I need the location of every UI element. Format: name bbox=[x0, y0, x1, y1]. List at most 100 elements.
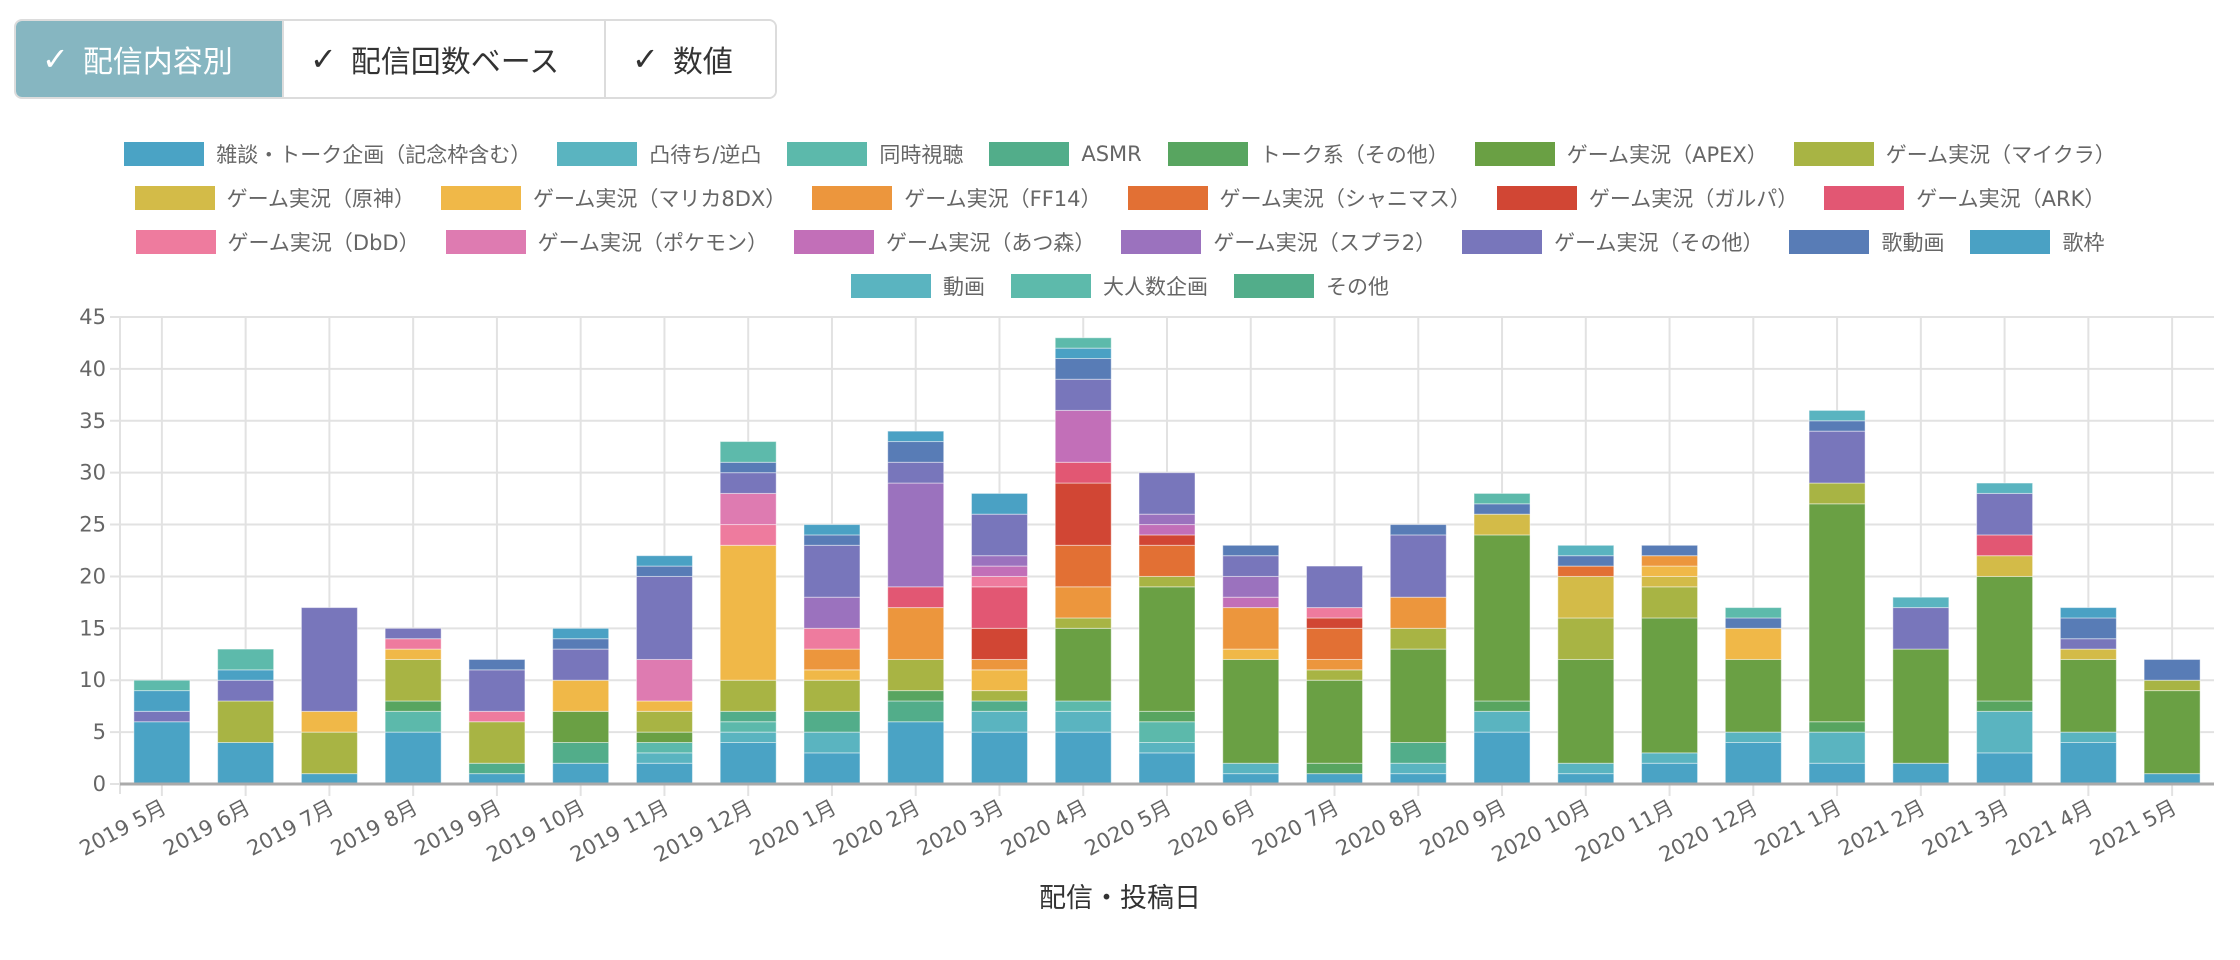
bar-segment[interactable] bbox=[1473, 731, 1531, 785]
bar-segment[interactable] bbox=[217, 669, 275, 681]
bar-segment[interactable] bbox=[1306, 669, 1364, 681]
bar-segment[interactable] bbox=[970, 586, 1028, 629]
bar-segment[interactable] bbox=[1473, 513, 1531, 536]
bar-segment[interactable] bbox=[1557, 575, 1615, 619]
bar-segment[interactable] bbox=[803, 710, 861, 733]
legend-item[interactable]: 雑談・トーク企画（記念枠含む） bbox=[124, 139, 531, 169]
bar-segment[interactable] bbox=[1641, 762, 1699, 785]
bar-segment[interactable] bbox=[468, 658, 526, 671]
bar-segment[interactable] bbox=[719, 741, 777, 785]
bar-segment[interactable] bbox=[1976, 575, 2034, 702]
bar-segment[interactable] bbox=[887, 482, 945, 588]
bar-segment[interactable] bbox=[970, 700, 1028, 712]
bar-segment[interactable] bbox=[1641, 586, 1699, 619]
bar-segment[interactable] bbox=[2059, 607, 2117, 619]
legend-item[interactable]: ゲーム実況（あつ森） bbox=[793, 227, 1095, 257]
bar-segment[interactable] bbox=[1808, 420, 1866, 432]
bar-segment[interactable] bbox=[1892, 607, 1950, 650]
bar-segment[interactable] bbox=[1306, 617, 1364, 629]
bar-segment[interactable] bbox=[1557, 762, 1615, 775]
bar-segment[interactable] bbox=[1138, 752, 1196, 785]
bar-segment[interactable] bbox=[133, 690, 191, 712]
bar-segment[interactable] bbox=[1473, 700, 1531, 712]
bar-segment[interactable] bbox=[1724, 627, 1782, 660]
bar-segment[interactable] bbox=[803, 627, 861, 650]
bar-segment[interactable] bbox=[2059, 638, 2117, 650]
bar-segment[interactable] bbox=[803, 752, 861, 785]
bar-segment[interactable] bbox=[1222, 596, 1280, 609]
bar-segment[interactable] bbox=[1808, 721, 1866, 733]
bar-segment[interactable] bbox=[1641, 544, 1699, 557]
bar-segment[interactable] bbox=[1557, 773, 1615, 785]
bar-segment[interactable] bbox=[1389, 534, 1447, 598]
legend-item[interactable]: ゲーム実況（原神） bbox=[134, 183, 415, 213]
bar-segment[interactable] bbox=[1138, 575, 1196, 588]
bar-segment[interactable] bbox=[1641, 617, 1699, 754]
bar-segment[interactable] bbox=[1892, 762, 1950, 785]
bar-segment[interactable] bbox=[635, 741, 693, 754]
bar-segment[interactable] bbox=[1054, 347, 1112, 360]
bar-segment[interactable] bbox=[1306, 679, 1364, 764]
bar-segment[interactable] bbox=[1808, 482, 1866, 505]
bar-segment[interactable] bbox=[1724, 741, 1782, 785]
bar-segment[interactable] bbox=[719, 721, 777, 733]
bar-segment[interactable] bbox=[887, 721, 945, 785]
legend-item[interactable]: 動画 bbox=[851, 271, 985, 301]
bar-segment[interactable] bbox=[300, 607, 358, 712]
bar-segment[interactable] bbox=[887, 430, 945, 443]
bar-segment[interactable] bbox=[1054, 461, 1112, 484]
bar-segment[interactable] bbox=[1389, 773, 1447, 785]
legend-item[interactable]: ゲーム実況（ガルパ） bbox=[1496, 183, 1798, 213]
bar-segment[interactable] bbox=[1306, 762, 1364, 775]
bar-segment[interactable] bbox=[1976, 534, 2034, 557]
bar-segment[interactable] bbox=[2059, 658, 2117, 733]
bar-segment[interactable] bbox=[1557, 544, 1615, 557]
bar-segment[interactable] bbox=[384, 627, 442, 640]
bar-segment[interactable] bbox=[552, 741, 610, 764]
legend-item[interactable]: ゲーム実況（APEX） bbox=[1474, 139, 1768, 169]
bar-segment[interactable] bbox=[803, 544, 861, 598]
bar-segment[interactable] bbox=[803, 679, 861, 712]
bar-segment[interactable] bbox=[1054, 731, 1112, 785]
bar-segment[interactable] bbox=[719, 544, 777, 681]
values-button[interactable]: ✓ 数値 bbox=[606, 21, 775, 97]
bar-segment[interactable] bbox=[1892, 648, 1950, 764]
bar-segment[interactable] bbox=[1222, 544, 1280, 557]
legend-item[interactable]: ASMR bbox=[989, 142, 1142, 166]
bar-segment[interactable] bbox=[635, 752, 693, 764]
bar-segment[interactable] bbox=[552, 762, 610, 785]
bar-segment[interactable] bbox=[552, 679, 610, 712]
bar-segment[interactable] bbox=[1892, 596, 1950, 609]
bar-segment[interactable] bbox=[1389, 762, 1447, 775]
bar-segment[interactable] bbox=[2059, 731, 2117, 743]
legend-item[interactable]: 歌動画 bbox=[1789, 227, 1944, 257]
bar-segment[interactable] bbox=[1306, 565, 1364, 609]
legend-item[interactable]: 同時視聴 bbox=[787, 139, 963, 169]
bar-segment[interactable] bbox=[635, 762, 693, 785]
bar-segment[interactable] bbox=[468, 762, 526, 775]
bar-segment[interactable] bbox=[2143, 658, 2201, 681]
bar-segment[interactable] bbox=[887, 461, 945, 484]
bar-segment[interactable] bbox=[1054, 358, 1112, 380]
bar-segment[interactable] bbox=[970, 575, 1028, 588]
by-count-button[interactable]: ✓ 配信回数ベース bbox=[284, 21, 606, 97]
bar-segment[interactable] bbox=[887, 658, 945, 692]
bar-segment[interactable] bbox=[133, 710, 191, 723]
bar-segment[interactable] bbox=[1138, 524, 1196, 536]
legend-item[interactable]: 歌枠 bbox=[1970, 227, 2104, 257]
bar-segment[interactable] bbox=[468, 773, 526, 785]
bar-segment[interactable] bbox=[217, 679, 275, 702]
bar-segment[interactable] bbox=[803, 731, 861, 754]
bar-segment[interactable] bbox=[2059, 648, 2117, 660]
bar-segment[interactable] bbox=[803, 524, 861, 536]
bar-segment[interactable] bbox=[1808, 409, 1866, 422]
legend-item[interactable]: その他 bbox=[1234, 271, 1389, 301]
bar-segment[interactable] bbox=[2143, 690, 2201, 775]
bar-segment[interactable] bbox=[1389, 648, 1447, 743]
bar-segment[interactable] bbox=[468, 710, 526, 723]
bar-segment[interactable] bbox=[970, 627, 1028, 660]
bar-segment[interactable] bbox=[1389, 596, 1447, 629]
bar-segment[interactable] bbox=[1138, 741, 1196, 754]
bar-segment[interactable] bbox=[552, 638, 610, 650]
bar-segment[interactable] bbox=[1389, 741, 1447, 764]
